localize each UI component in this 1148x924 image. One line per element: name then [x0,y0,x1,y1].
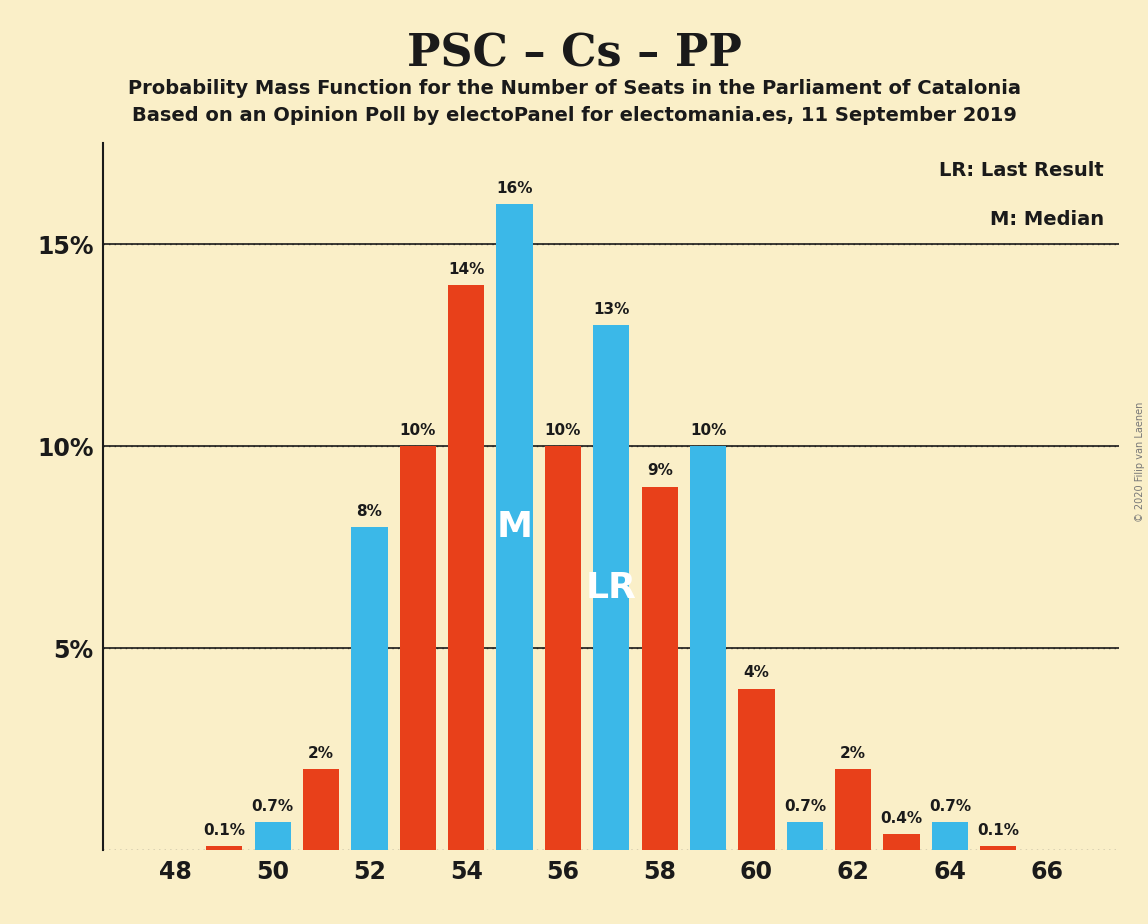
Bar [835,770,871,850]
Text: 0.1%: 0.1% [977,823,1019,838]
Bar [786,821,823,850]
Bar [980,846,1016,850]
Text: 0.7%: 0.7% [784,798,825,814]
Text: 2%: 2% [308,747,334,761]
Bar [496,204,533,850]
Text: 0.1%: 0.1% [203,823,246,838]
Text: LR: Last Result: LR: Last Result [939,161,1104,180]
Bar [884,834,920,850]
Text: 0.7%: 0.7% [251,798,294,814]
Text: 0.7%: 0.7% [929,798,971,814]
Bar [642,487,677,850]
Text: 4%: 4% [744,665,769,680]
Text: 0.4%: 0.4% [881,811,923,826]
Text: 8%: 8% [357,504,382,519]
Bar [545,446,581,850]
Text: 10%: 10% [690,423,727,438]
Bar [351,527,388,850]
Text: 13%: 13% [594,302,629,317]
Bar [303,770,339,850]
Bar [207,846,242,850]
Text: 10%: 10% [545,423,581,438]
Text: LR: LR [585,570,637,604]
Bar [738,688,775,850]
Text: M: Median: M: Median [990,211,1104,229]
Text: 16%: 16% [496,181,533,196]
Text: 9%: 9% [646,464,673,479]
Text: Based on an Opinion Poll by electoPanel for electomania.es, 11 September 2019: Based on an Opinion Poll by electoPanel … [132,106,1016,126]
Bar [690,446,727,850]
Text: PSC – Cs – PP: PSC – Cs – PP [406,32,742,76]
Text: M: M [497,510,533,544]
Text: 10%: 10% [400,423,436,438]
Text: 14%: 14% [448,261,484,276]
Bar [255,821,290,850]
Text: Probability Mass Function for the Number of Seats in the Parliament of Catalonia: Probability Mass Function for the Number… [127,79,1021,98]
Bar [594,325,629,850]
Text: 2%: 2% [840,747,867,761]
Bar [400,446,436,850]
Bar [932,821,968,850]
Bar [448,285,484,850]
Text: © 2020 Filip van Laenen: © 2020 Filip van Laenen [1135,402,1145,522]
